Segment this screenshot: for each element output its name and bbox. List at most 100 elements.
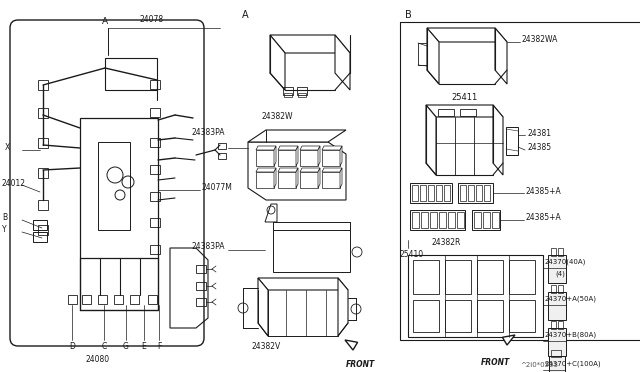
Bar — [38, 108, 48, 118]
Text: ^2i0*0503: ^2i0*0503 — [520, 362, 558, 368]
Polygon shape — [427, 28, 439, 84]
Text: FRONT: FRONT — [481, 358, 509, 367]
Bar — [68, 295, 77, 304]
Text: 24382W: 24382W — [262, 112, 294, 121]
Polygon shape — [493, 105, 503, 175]
Polygon shape — [256, 146, 276, 150]
Bar — [445, 300, 471, 332]
Bar — [38, 225, 48, 235]
Bar — [410, 210, 465, 230]
Bar — [436, 185, 442, 201]
Polygon shape — [427, 28, 507, 42]
Polygon shape — [248, 142, 346, 200]
Bar — [400, 22, 640, 340]
Bar — [105, 58, 157, 90]
Bar — [150, 245, 160, 254]
Polygon shape — [426, 105, 436, 175]
Bar — [218, 143, 226, 149]
Text: B: B — [405, 10, 412, 20]
Bar — [551, 248, 556, 256]
Bar — [421, 212, 428, 228]
Polygon shape — [256, 150, 274, 166]
Bar — [439, 212, 446, 228]
Bar — [150, 192, 160, 201]
Bar — [38, 168, 48, 178]
Bar — [551, 285, 556, 293]
Polygon shape — [278, 172, 296, 188]
Text: 24382WA: 24382WA — [522, 35, 558, 45]
Bar — [410, 183, 452, 203]
Text: E: E — [141, 342, 147, 351]
Bar — [284, 93, 292, 97]
Bar — [150, 80, 160, 89]
Polygon shape — [278, 168, 298, 172]
Bar — [218, 153, 226, 159]
Polygon shape — [495, 28, 507, 84]
Bar — [196, 298, 206, 306]
Bar — [558, 285, 563, 293]
Bar — [558, 321, 563, 329]
Bar — [551, 321, 556, 329]
Text: (4): (4) — [555, 271, 565, 277]
Polygon shape — [322, 172, 340, 188]
Bar — [430, 212, 437, 228]
Polygon shape — [278, 146, 298, 150]
Text: 24370(40A): 24370(40A) — [545, 259, 586, 265]
Bar — [457, 212, 464, 228]
Text: 24382V: 24382V — [252, 342, 281, 351]
Bar — [150, 138, 160, 147]
Polygon shape — [345, 340, 358, 350]
Bar — [38, 138, 48, 148]
Polygon shape — [278, 150, 296, 166]
Bar — [408, 255, 543, 337]
Text: B: B — [2, 214, 7, 222]
Text: 24078: 24078 — [140, 15, 164, 24]
Bar — [412, 185, 418, 201]
Bar — [472, 210, 500, 230]
Bar — [460, 185, 466, 201]
Polygon shape — [322, 150, 340, 166]
Bar — [483, 212, 490, 228]
Bar — [412, 212, 419, 228]
Bar — [477, 260, 503, 294]
Bar — [445, 260, 471, 294]
Bar — [114, 295, 123, 304]
Bar — [297, 87, 307, 95]
Polygon shape — [502, 335, 515, 345]
Polygon shape — [322, 168, 342, 172]
Polygon shape — [426, 105, 503, 117]
Polygon shape — [300, 172, 318, 188]
Text: 24080: 24080 — [85, 355, 109, 364]
Bar — [484, 185, 490, 201]
Polygon shape — [335, 35, 350, 90]
Bar — [418, 43, 427, 65]
Text: 24383PA: 24383PA — [191, 242, 225, 251]
Bar — [428, 185, 434, 201]
Text: 24370+A(50A): 24370+A(50A) — [545, 296, 597, 302]
Text: C: C — [101, 342, 107, 351]
Polygon shape — [322, 146, 342, 150]
Bar — [506, 127, 518, 155]
Bar — [82, 295, 91, 304]
Text: FRONT: FRONT — [346, 360, 374, 369]
Bar — [98, 295, 107, 304]
Text: A: A — [102, 17, 108, 26]
Bar — [468, 185, 474, 201]
Polygon shape — [274, 168, 276, 188]
Bar — [509, 300, 535, 332]
Text: 24385: 24385 — [527, 144, 551, 153]
Text: 24385+A: 24385+A — [526, 214, 562, 222]
Text: 24370+B(80A): 24370+B(80A) — [545, 332, 597, 338]
Bar — [196, 282, 206, 290]
Bar — [130, 295, 139, 304]
Bar — [150, 218, 160, 227]
Text: 24012: 24012 — [2, 179, 26, 187]
Text: D: D — [69, 342, 75, 351]
Polygon shape — [318, 168, 320, 188]
Polygon shape — [258, 278, 348, 290]
Bar — [548, 328, 566, 356]
Text: 24381: 24381 — [527, 128, 551, 138]
Bar — [413, 260, 439, 294]
Polygon shape — [338, 278, 348, 336]
Polygon shape — [274, 146, 276, 166]
